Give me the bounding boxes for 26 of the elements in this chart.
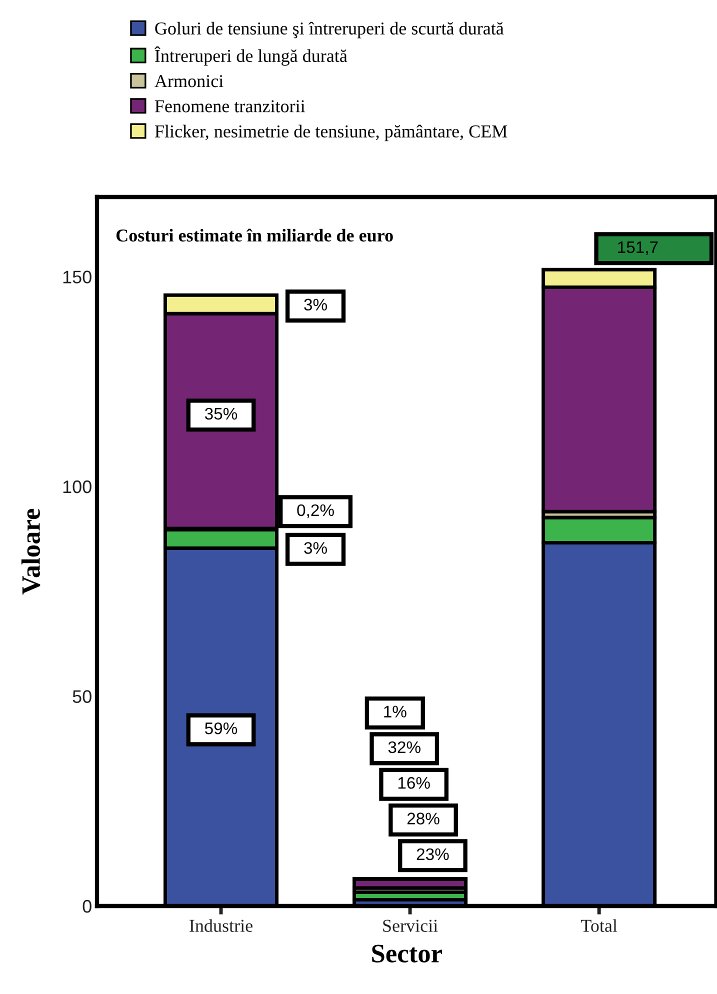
annotation: 59% (204, 722, 238, 734)
legend-label: Armonici (154, 75, 224, 88)
legend-label: Întreruperi de lungă durată (154, 46, 348, 66)
legend-label: Flicker, nesimetrie de tensiune, pământare, CEM (154, 124, 508, 142)
y-tick-label: 50 (72, 690, 92, 703)
annotation: 3% (304, 542, 327, 554)
annotation: 3% (304, 298, 327, 311)
x-tick-label: Industrie (190, 919, 252, 932)
annotation: 35% (204, 408, 238, 420)
annotation: 0,2% (297, 504, 334, 518)
annotation: 1% (384, 706, 406, 718)
y-tick-label: 100 (63, 480, 92, 494)
annotation: 23% (416, 848, 449, 860)
y-tick-label: 0 (82, 900, 92, 913)
text: Costuri estimate în miliarde de euro (116, 228, 393, 242)
annotation: 16% (398, 777, 430, 789)
total-label: 151,7 (618, 241, 658, 256)
y-tick-label: 150 (63, 270, 92, 284)
legend-label: Goluri de tensiune şi întreruperi de scurtă durată (155, 22, 504, 38)
legend-label: Fenomene tranzitorii (154, 100, 306, 112)
x-tick-label: Servicii (383, 920, 438, 932)
y-axis-title: Valoare (21, 508, 40, 594)
x-axis-title: Sector (372, 944, 442, 962)
x-tick-label: Total (580, 919, 618, 932)
annotation: 28% (407, 812, 440, 824)
annotation: 32% (388, 741, 420, 754)
